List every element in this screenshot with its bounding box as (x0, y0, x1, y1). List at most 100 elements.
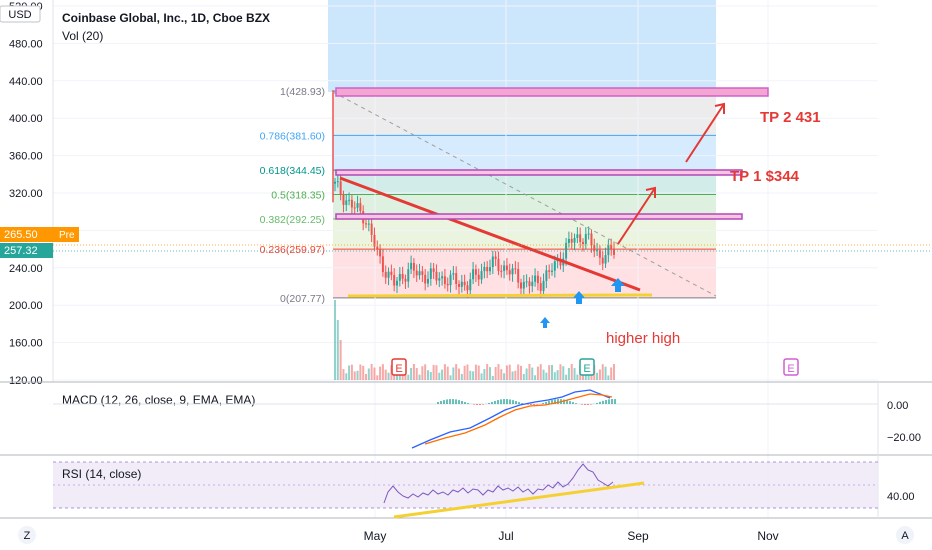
candles (332, 90, 615, 298)
volume-bar (415, 368, 418, 380)
volume-bar (435, 365, 438, 380)
volume-bar (587, 371, 590, 380)
volume-bar (601, 364, 604, 380)
fib-label: 0.618(344.45) (260, 165, 325, 177)
support-line (347, 293, 653, 298)
higher-high-label: higher high (606, 330, 680, 347)
candle-body (598, 250, 601, 258)
zoom-button[interactable]: Z (18, 526, 36, 544)
volume-bar (365, 374, 367, 380)
candle-body (381, 256, 384, 273)
volume-bar (345, 373, 348, 380)
candle-body (370, 223, 373, 235)
volume-bar (494, 367, 497, 380)
volume-bar (503, 373, 506, 380)
candle-body (531, 281, 534, 287)
macd-label: MACD (12, 26, close, 9, EMA, EMA) (62, 393, 255, 407)
volume-bar (551, 364, 553, 380)
diagonal-dashed-line (332, 91, 717, 297)
candle-body (339, 181, 342, 195)
fib-label: 0.382(292.25) (260, 214, 325, 226)
volume-bar (528, 364, 531, 380)
earnings-marker-1[interactable]: E (391, 358, 407, 376)
macd-bar (515, 401, 517, 404)
macd-bar (533, 404, 535, 405)
macd-bar (596, 402, 598, 404)
auto-scale-button[interactable]: A (896, 526, 914, 544)
price-tick: 320.00 (9, 188, 43, 200)
volume-bar (443, 364, 446, 380)
svg-text:USD: USD (8, 9, 31, 21)
candle-body (376, 246, 379, 249)
macd-bar (500, 399, 502, 404)
price-tick: 480.00 (9, 38, 43, 50)
volume-bar (480, 373, 483, 380)
svg-text:A: A (901, 530, 909, 542)
signal-line (424, 393, 613, 445)
volume-bar (604, 366, 607, 380)
macd-bar (443, 400, 445, 404)
fib-label: 0.236(259.97) (260, 244, 325, 256)
tp1-label: TP 1 $344 (730, 168, 800, 185)
volume-bar (534, 375, 537, 380)
mid-resistance-box (335, 213, 743, 220)
candle-body (460, 281, 463, 287)
tp1-resistance-box (335, 169, 743, 176)
candle-body (567, 238, 570, 243)
candle-body (528, 281, 531, 287)
candle-body (373, 234, 376, 247)
x-axis[interactable]: May Jul Sep Nov (364, 529, 779, 543)
candle-body (579, 234, 582, 243)
price-tick: 400.00 (9, 113, 43, 125)
volume-bar (486, 364, 489, 380)
macd-line (411, 389, 611, 449)
macd-bar (542, 402, 544, 404)
candle-body (410, 262, 413, 270)
volume-bar (474, 364, 477, 380)
candle-body (604, 255, 607, 264)
earnings-marker-2[interactable]: E (579, 358, 595, 376)
volume-bar (531, 367, 534, 380)
candle-body (551, 270, 553, 272)
candle-body (534, 275, 537, 282)
candle-body (520, 282, 522, 289)
volume-bar (460, 373, 463, 380)
earnings-marker-3[interactable]: E (783, 358, 799, 376)
macd-bar (491, 401, 493, 404)
candle-body (407, 269, 410, 282)
volume-bar (441, 369, 444, 380)
candle-body (432, 268, 435, 272)
macd-tick-1: −20.00 (887, 432, 921, 444)
price-tick: 240.00 (9, 263, 43, 275)
candle-body (489, 267, 491, 272)
candle-body (359, 203, 362, 212)
candle-body (353, 207, 356, 209)
candle-body (582, 242, 584, 244)
svg-text:E: E (787, 363, 794, 375)
blue-arrow-icon (540, 278, 625, 328)
macd-bar (503, 399, 505, 404)
rsi-label: RSI (14, close) (62, 467, 141, 481)
macd-bar (476, 404, 478, 405)
volume-bar (542, 369, 545, 380)
candle-body (536, 275, 539, 284)
macd-bar (527, 404, 529, 405)
macd-bar (482, 404, 484, 405)
volume-bar (483, 369, 486, 380)
volume-bar (427, 370, 429, 380)
macd-bar (551, 399, 553, 404)
macd-bar (572, 402, 574, 404)
candle-body (548, 270, 551, 272)
candle-body (401, 273, 404, 279)
macd-histogram (437, 399, 616, 405)
volume-bar (458, 368, 460, 380)
rsi-tick-0: 40.00 (887, 491, 915, 503)
fib-zone (333, 91, 716, 136)
macd-bar (584, 404, 586, 405)
volume-bar (514, 370, 517, 380)
candle-body (517, 268, 520, 283)
price-tick: 120.00 (9, 375, 43, 387)
candle-body (573, 237, 576, 243)
macd-bar (545, 401, 547, 404)
